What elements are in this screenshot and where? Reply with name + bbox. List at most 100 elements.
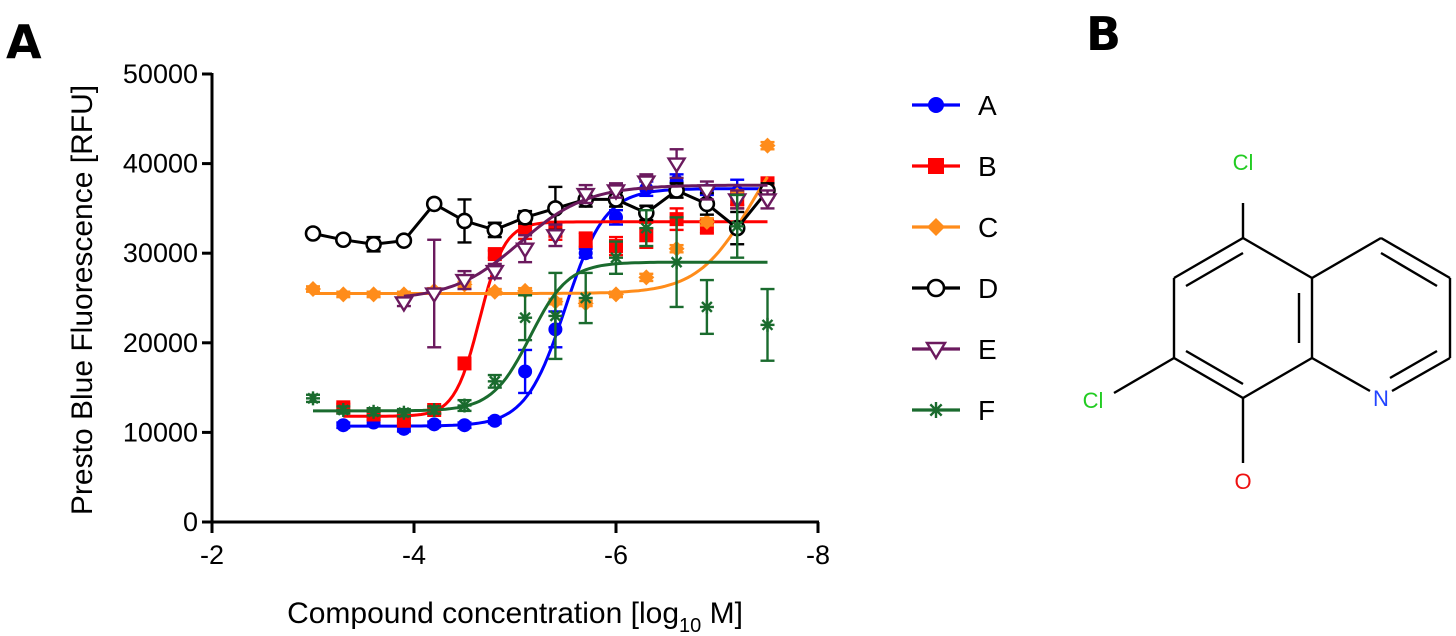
series-curve — [313, 176, 769, 295]
legend-item-d: D — [912, 273, 998, 304]
data-point — [926, 278, 946, 298]
chart-axes — [210, 73, 819, 524]
data-point — [365, 235, 382, 253]
legend-label: C — [978, 212, 998, 243]
data-point — [304, 225, 322, 242]
data-point — [365, 286, 382, 303]
data-point — [928, 158, 944, 174]
data-point — [696, 184, 718, 201]
data-point — [396, 405, 411, 420]
data-point — [605, 184, 627, 201]
data-point — [609, 250, 623, 265]
data-point — [518, 364, 533, 379]
series-curve — [312, 188, 769, 246]
y-axis-ticks: 0 10000 20000 30000 40000 50000 — [123, 59, 212, 537]
atom-o: O — [1234, 469, 1251, 494]
legend-label: E — [978, 334, 997, 365]
y-tick-label: 10000 — [123, 417, 198, 447]
x-axis-ticks: -2 -4 -6 -8 — [200, 522, 830, 570]
series-curve — [313, 260, 768, 413]
data-point — [393, 296, 415, 313]
y-tick-label: 0 — [183, 507, 198, 537]
data-point — [366, 404, 381, 419]
data-point — [334, 231, 352, 249]
data-point — [427, 417, 442, 432]
x-tick-label: -6 — [604, 540, 628, 570]
data-point — [487, 374, 502, 389]
data-point — [457, 418, 472, 433]
panel-b-label: B — [1086, 7, 1121, 61]
data-point — [305, 281, 321, 298]
data-point — [424, 287, 445, 304]
panel-a-label: A — [6, 15, 42, 69]
data-point — [516, 209, 534, 226]
x-tick-label: -2 — [200, 540, 224, 570]
data-point — [457, 356, 472, 371]
dose-response-chart: 0 10000 20000 30000 40000 50000 -2 -4 -6 -8 Pres… — [66, 59, 830, 636]
data-point — [638, 269, 655, 286]
legend-label: D — [978, 273, 998, 304]
data-point — [669, 255, 684, 270]
x-tick-label: -4 — [402, 540, 426, 570]
y-tick-label: 30000 — [123, 238, 198, 268]
data-point — [699, 299, 714, 314]
data-point — [730, 219, 745, 234]
legend-item-a: A — [912, 90, 997, 121]
series-layer — [304, 137, 778, 436]
data-point — [639, 221, 654, 236]
data-point — [306, 391, 320, 406]
data-point — [514, 242, 536, 260]
y-axis-title: Presto Blue Fluorescence [RFU] — [66, 85, 99, 515]
data-point — [395, 232, 413, 249]
data-point — [336, 403, 351, 417]
data-point — [636, 175, 657, 192]
legend-label: B — [978, 151, 997, 182]
atom-n: N — [1373, 386, 1389, 411]
data-point — [457, 398, 472, 413]
data-point — [545, 229, 566, 246]
legend-label: A — [978, 90, 997, 121]
data-point — [578, 232, 593, 247]
series-f — [306, 193, 775, 420]
data-point — [456, 212, 473, 230]
data-point — [928, 97, 944, 113]
data-point — [484, 264, 505, 282]
molecule-bonds — [1113, 203, 1452, 463]
data-point — [575, 187, 596, 205]
data-point — [608, 286, 624, 303]
data-point — [518, 310, 533, 325]
data-point — [578, 291, 593, 305]
data-point — [666, 157, 687, 174]
data-point — [928, 402, 944, 418]
data-point — [760, 317, 775, 332]
data-point — [759, 137, 776, 154]
data-point — [427, 403, 442, 417]
legend-label: F — [978, 395, 995, 426]
data-point — [927, 218, 945, 236]
legend-item-b: B — [912, 151, 997, 182]
legend-item-f: F — [912, 395, 995, 426]
data-point — [578, 246, 593, 261]
data-point — [487, 413, 502, 428]
data-point — [425, 195, 443, 213]
atom-cl-top: Cl — [1233, 150, 1254, 175]
data-point — [757, 193, 778, 210]
data-point — [924, 341, 948, 361]
y-tick-label: 20000 — [123, 328, 198, 358]
legend-item-e: E — [912, 334, 997, 365]
molecule-structure: Cl Cl N O — [1083, 150, 1452, 494]
atom-cl-left: Cl — [1083, 388, 1104, 413]
data-point — [486, 283, 503, 300]
y-tick-label: 50000 — [123, 59, 198, 89]
data-point — [335, 286, 352, 303]
x-axis-title: Compound concentration [log10 M] — [287, 597, 743, 636]
data-point — [548, 308, 563, 323]
x-tick-label: -8 — [806, 540, 830, 570]
data-point — [487, 247, 502, 262]
legend-item-c: C — [912, 212, 998, 243]
data-point — [698, 213, 715, 230]
series-e — [393, 148, 778, 349]
data-point — [336, 418, 351, 433]
